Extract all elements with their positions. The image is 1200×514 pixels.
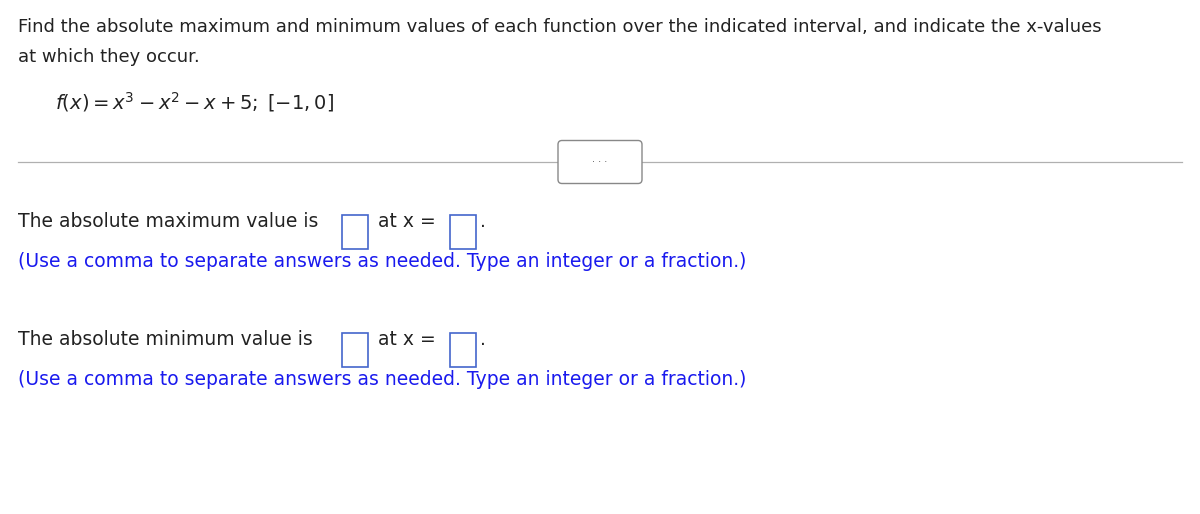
FancyBboxPatch shape [342,215,368,249]
FancyBboxPatch shape [558,140,642,183]
FancyBboxPatch shape [450,333,476,367]
Text: $f(x) = x^3 - x^2 - x + 5;\; [-1,0]$: $f(x) = x^3 - x^2 - x + 5;\; [-1,0]$ [55,90,334,114]
Text: Find the absolute maximum and minimum values of each function over the indicated: Find the absolute maximum and minimum va… [18,18,1102,36]
Text: at x =: at x = [378,330,436,349]
Text: (Use a comma to separate answers as needed. Type an integer or a fraction.): (Use a comma to separate answers as need… [18,370,746,389]
Text: at x =: at x = [378,212,436,231]
Text: .: . [480,212,486,231]
Text: at which they occur.: at which they occur. [18,48,199,66]
Text: The absolute maximum value is: The absolute maximum value is [18,212,318,231]
FancyBboxPatch shape [450,215,476,249]
Text: (Use a comma to separate answers as needed. Type an integer or a fraction.): (Use a comma to separate answers as need… [18,252,746,271]
Text: .: . [480,330,486,349]
Text: The absolute minimum value is: The absolute minimum value is [18,330,313,349]
FancyBboxPatch shape [342,333,368,367]
Text: · · ·: · · · [593,157,607,167]
